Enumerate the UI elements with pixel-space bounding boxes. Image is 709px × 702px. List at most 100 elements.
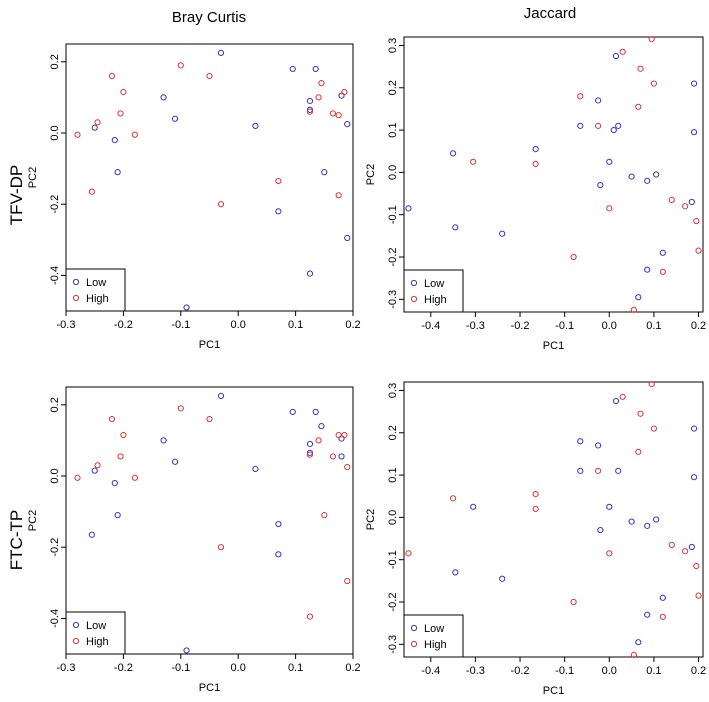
data-point-high bbox=[695, 247, 702, 254]
data-point-low bbox=[306, 106, 314, 113]
data-point-low bbox=[306, 97, 314, 105]
x-tick-label: 0.0 bbox=[231, 662, 246, 674]
data-point-low bbox=[171, 115, 179, 122]
data-point-high bbox=[344, 577, 351, 585]
data-point-low bbox=[635, 294, 642, 301]
data-point-low bbox=[275, 208, 282, 215]
x-axis-label: PC1 bbox=[543, 340, 564, 352]
y-tick-label: 0.3 bbox=[387, 38, 399, 53]
data-point-high bbox=[315, 437, 322, 444]
x-tick-label: -0.3 bbox=[57, 662, 76, 674]
data-point-low bbox=[690, 474, 698, 481]
data-point-high bbox=[405, 550, 412, 557]
data-point-low bbox=[577, 467, 584, 474]
data-point-low bbox=[338, 435, 345, 442]
plot-frame bbox=[403, 36, 704, 313]
legend-marker-high bbox=[72, 294, 80, 302]
data-point-low bbox=[289, 65, 296, 73]
x-tick-label: 0.2 bbox=[691, 665, 706, 677]
data-point-high bbox=[177, 62, 184, 69]
legend-box bbox=[403, 614, 464, 658]
x-tick-label: -0.2 bbox=[511, 320, 530, 332]
x-tick-label: -0.3 bbox=[57, 319, 76, 331]
data-point-high bbox=[94, 462, 101, 469]
data-point-low bbox=[644, 266, 651, 273]
data-point-low bbox=[252, 465, 259, 472]
row-title-tfv-dp: TFV-DP bbox=[7, 165, 26, 225]
y-tick-label: -0.3 bbox=[387, 635, 399, 654]
y-axis-label: PC2 bbox=[365, 509, 377, 530]
data-point-low bbox=[338, 92, 345, 99]
data-point-low bbox=[452, 224, 459, 231]
data-point-low bbox=[659, 249, 666, 256]
data-point-high bbox=[682, 203, 689, 210]
y-tick-label: -0.2 bbox=[387, 248, 399, 267]
data-point-low bbox=[595, 97, 602, 104]
data-point-high bbox=[693, 562, 700, 570]
y-tick-label: 0.2 bbox=[49, 397, 61, 412]
data-point-low bbox=[615, 122, 622, 129]
data-point-high bbox=[635, 103, 642, 110]
data-point-low bbox=[577, 122, 584, 129]
y-tick-label: 0.2 bbox=[387, 80, 399, 95]
data-point-low bbox=[275, 520, 282, 528]
y-tick-label: 0.1 bbox=[387, 122, 399, 137]
x-tick-label: -0.2 bbox=[114, 319, 133, 331]
x-tick-label: -0.1 bbox=[555, 665, 574, 677]
data-point-low bbox=[612, 52, 620, 60]
data-point-low bbox=[306, 270, 314, 277]
data-point-low bbox=[606, 503, 613, 510]
data-point-low bbox=[275, 551, 282, 558]
x-tick-label: 0.0 bbox=[602, 320, 617, 332]
data-point-high bbox=[650, 80, 658, 87]
data-point-low bbox=[653, 171, 660, 178]
data-point-low bbox=[635, 639, 642, 646]
y-tick-label: 0.2 bbox=[387, 425, 399, 440]
data-point-low bbox=[595, 442, 602, 449]
y-tick-label: -0.1 bbox=[387, 550, 399, 569]
data-point-high bbox=[682, 548, 689, 555]
data-point-high bbox=[94, 119, 101, 126]
data-point-high bbox=[637, 410, 644, 417]
data-point-low bbox=[615, 467, 622, 474]
row-title-ftc-tp: FTC-TP bbox=[7, 510, 26, 570]
data-point-high bbox=[217, 201, 225, 208]
x-tick-label: 0.0 bbox=[602, 665, 617, 677]
scatter-panel-3: -0.3 -0.2 -0.1 0.0 0.1 0.2 -0.4 -0.2 0.0 0.2 PC1 PC… bbox=[27, 386, 361, 694]
x-tick-label: -0.1 bbox=[171, 319, 190, 331]
data-point-high bbox=[570, 598, 577, 606]
data-point-high bbox=[74, 474, 81, 481]
data-point-high bbox=[321, 512, 328, 519]
data-point-low bbox=[577, 438, 584, 445]
data-point-high bbox=[177, 405, 184, 412]
data-point-high bbox=[630, 651, 637, 658]
x-tick-label: -0.4 bbox=[421, 320, 440, 332]
x-tick-label: -0.1 bbox=[171, 662, 190, 674]
data-point-low bbox=[688, 543, 695, 551]
data-point-high bbox=[637, 65, 644, 72]
data-point-high bbox=[217, 544, 225, 551]
data-point-low bbox=[321, 169, 328, 176]
x-tick-label: 0.1 bbox=[288, 319, 303, 331]
data-point-high bbox=[668, 196, 675, 203]
data-point-high bbox=[648, 36, 655, 43]
y-tick-label: -0.2 bbox=[387, 593, 399, 612]
y-tick-label: 0.1 bbox=[387, 467, 399, 482]
data-point-high bbox=[117, 453, 124, 460]
data-point-low bbox=[111, 137, 118, 144]
data-point-low bbox=[183, 304, 190, 311]
y-tick-label: 0.3 bbox=[387, 383, 399, 398]
data-point-high bbox=[88, 188, 95, 195]
data-point-low bbox=[499, 575, 506, 582]
legend-label-high: High bbox=[86, 293, 109, 305]
legend-marker-high bbox=[410, 640, 418, 648]
y-tick-label: -0.4 bbox=[49, 266, 61, 285]
data-point-low bbox=[160, 437, 167, 444]
data-point-high bbox=[335, 112, 342, 119]
legend-marker-low bbox=[410, 624, 418, 632]
data-point-low bbox=[114, 169, 121, 176]
data-point-high bbox=[206, 72, 213, 80]
data-point-high bbox=[532, 160, 539, 168]
data-point-low bbox=[289, 408, 296, 416]
data-point-low bbox=[312, 65, 319, 73]
